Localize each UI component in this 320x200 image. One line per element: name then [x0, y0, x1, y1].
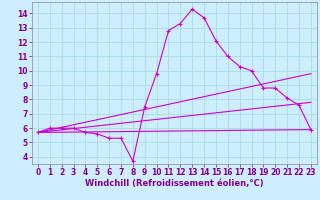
- X-axis label: Windchill (Refroidissement éolien,°C): Windchill (Refroidissement éolien,°C): [85, 179, 264, 188]
